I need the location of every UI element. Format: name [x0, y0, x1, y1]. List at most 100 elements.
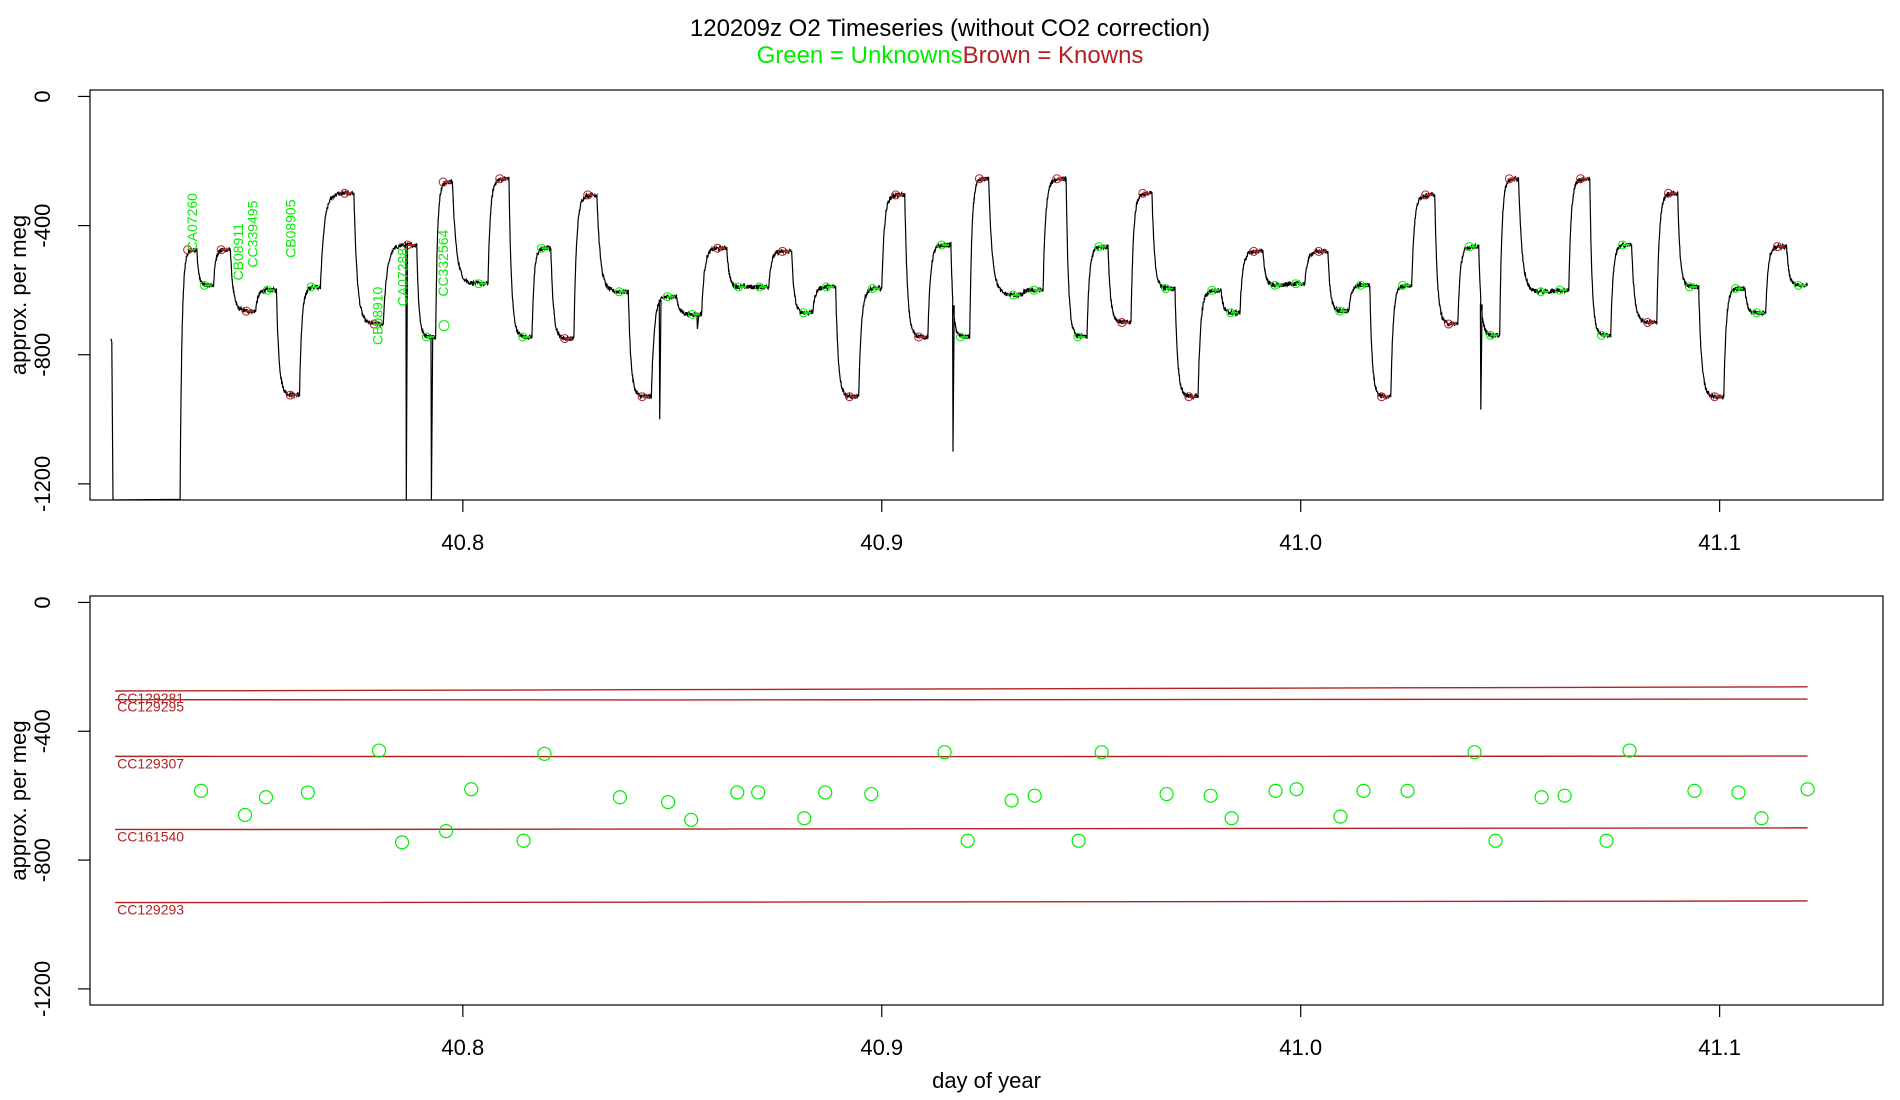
sample-label: CB08911	[230, 223, 246, 281]
unknown-point	[1534, 790, 1549, 805]
top-panel: 0 -400 -800 -1200 40.8 40.9 41.0 41.1 approx. pe…	[6, 89, 1884, 555]
unknown-point	[537, 746, 552, 761]
y-tick-label: -400	[30, 204, 55, 248]
known-level-point	[637, 392, 647, 402]
unknown-point	[1622, 743, 1637, 758]
known-line	[115, 827, 1808, 831]
unknown-point	[1224, 811, 1239, 826]
x-tick-label: 40.9	[860, 530, 903, 555]
x-tick-label: 40.8	[441, 1035, 484, 1060]
known-level-point	[914, 332, 924, 342]
unknown-point	[1467, 745, 1482, 760]
plot-area	[110, 174, 1809, 500]
unknown-point	[394, 835, 410, 850]
known-level-point	[183, 245, 193, 255]
unknown-level-point	[1751, 308, 1761, 318]
known-label: CC129293	[117, 902, 184, 918]
unknown-level-point	[1465, 242, 1475, 252]
unknown-point	[661, 795, 676, 810]
unknown-point	[797, 811, 812, 826]
o2-trace	[110, 175, 1809, 500]
unknown-level-point	[868, 284, 878, 294]
unknown-point	[751, 785, 766, 800]
unknown-level-point	[1356, 280, 1366, 290]
sample-label: CA07260	[184, 193, 200, 252]
unknown-point	[371, 743, 387, 758]
x-tick-label: 41.0	[1279, 1035, 1322, 1060]
unknown-level-point	[306, 282, 316, 292]
unknown-point	[1400, 783, 1415, 798]
sample-label: CB08910	[369, 286, 385, 345]
unknown-point	[1159, 786, 1174, 802]
known-level-point	[241, 306, 251, 316]
known-level-point	[1643, 317, 1653, 327]
known-level-point	[583, 190, 593, 200]
unknown-level-point	[199, 280, 209, 290]
known-level-point	[1052, 174, 1062, 184]
unknown-point	[937, 745, 952, 760]
unknown-point	[1268, 783, 1283, 798]
known-label: CC161540	[117, 828, 184, 844]
unknown-level-point	[821, 282, 831, 292]
known-line	[115, 698, 1808, 701]
unknown-point	[1094, 745, 1109, 760]
unknown-point	[1557, 788, 1572, 803]
unknown-point	[818, 785, 833, 800]
known-level-point	[495, 174, 505, 184]
unknown-point	[1599, 833, 1614, 848]
unknown-level-point	[1161, 284, 1171, 294]
unknown-level-point	[1073, 332, 1083, 342]
known-level-point	[1377, 392, 1387, 402]
unknown-level-point	[798, 308, 808, 318]
known-level-point	[369, 319, 379, 329]
chart-title: 120209z O2 Timeseries (without CO2 corre…	[690, 15, 1210, 42]
unknown-level-point	[474, 279, 484, 289]
unknown-level-point	[1335, 306, 1345, 316]
unknown-level-point	[1617, 240, 1627, 250]
unknown-point	[1488, 833, 1503, 848]
unknown-level-point	[1555, 285, 1565, 295]
sample-label: CB08905	[282, 199, 298, 258]
known-level-point	[438, 177, 448, 187]
unknown-point	[1731, 785, 1746, 800]
unknown-level-point	[1596, 330, 1606, 340]
unknown-level-point	[421, 332, 431, 342]
y-axis-label: approx. per meg	[6, 720, 31, 880]
sample-label: CA07288	[395, 248, 411, 307]
known-level-point	[1249, 246, 1259, 256]
y-axis-label: approx. per meg	[6, 215, 31, 375]
known-label: CC129307	[117, 755, 184, 771]
plot-area	[115, 686, 1815, 904]
unknown-level-point	[1226, 308, 1236, 318]
unknown-point	[1027, 788, 1042, 803]
sample-label: CC339495	[245, 200, 261, 267]
known-level-point	[1576, 174, 1586, 184]
known-level-point	[1314, 246, 1324, 256]
unknown-level-point	[518, 332, 528, 342]
known-level-point	[1664, 188, 1674, 198]
unknown-point	[1203, 788, 1218, 803]
known-line	[115, 755, 1808, 758]
x-tick-label: 41.1	[1698, 530, 1741, 555]
unknown-point	[1004, 793, 1019, 808]
subtitle-unknowns: Green = Unknowns	[757, 42, 963, 69]
bottom-panel: 0 -400 -800 -1200 40.8 40.9 41.0 41.1 approx. pe…	[6, 595, 1884, 1093]
known-line	[115, 900, 1808, 904]
known-level-point	[1710, 392, 1720, 402]
known-label: CC129281	[117, 690, 184, 706]
unknown-level-point	[1291, 279, 1301, 289]
y-tick-label: 0	[30, 596, 55, 608]
unknown-level-point	[956, 332, 966, 342]
x-tick-label: 41.1	[1698, 1035, 1741, 1060]
known-level-point	[1184, 392, 1194, 402]
unknown-level-point	[262, 285, 272, 295]
subtitle-knowns: Brown = Knowns	[963, 42, 1144, 69]
unknown-point	[1754, 811, 1769, 826]
unknown-level-point	[733, 282, 743, 292]
unknown-point	[1289, 782, 1304, 797]
known-level-point	[845, 392, 855, 402]
unknown-level-point	[1731, 284, 1741, 294]
known-level-point	[285, 390, 295, 400]
y-tick-label: -800	[30, 838, 55, 882]
